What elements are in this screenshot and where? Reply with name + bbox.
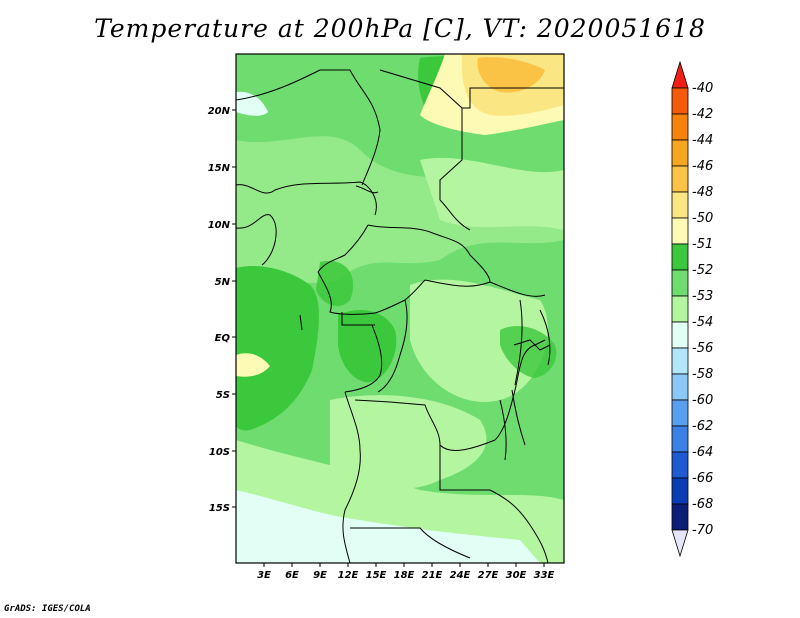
latitude-axis: 20N 15N 10N 5N EQ 5S 10S 15S (208, 106, 236, 514)
colorbar-label: -48 (692, 185, 713, 200)
colorbar-label: -54 (692, 315, 713, 330)
colorbar-label: -42 (692, 107, 713, 122)
colorbar-swatch (671, 373, 689, 401)
colorbar-swatch (671, 191, 689, 219)
colorbar-label: -51 (692, 237, 713, 252)
lon-tick-label: 6E (285, 570, 299, 581)
colorbar-swatch (671, 165, 689, 193)
colorbar-label: -64 (692, 445, 713, 460)
colorbar-swatch (671, 139, 689, 167)
colorbar-swatch (671, 217, 689, 245)
grads-credit: GrADS: IGES/COLA (4, 604, 91, 614)
colorbar-label: -58 (692, 367, 713, 382)
colorbar-swatch (671, 60, 689, 89)
lat-tick-label: 10S (209, 447, 230, 458)
colorbar-swatch (671, 399, 689, 427)
lat-tick-label: 5N (215, 277, 231, 288)
colorbar-label: -52 (692, 263, 713, 278)
temperature-field (236, 54, 564, 563)
colorbar-swatch (671, 529, 689, 558)
colorbar-swatch (671, 477, 689, 505)
lat-tick-label: 15N (208, 163, 231, 174)
colorbar-swatch (671, 269, 689, 297)
colorbar-label: -70 (692, 523, 713, 538)
lon-tick-label: 18E (394, 570, 415, 581)
colorbar-swatch (671, 425, 689, 453)
colorbar-label: -66 (692, 471, 713, 486)
colorbar-label: -50 (692, 211, 713, 226)
colorbar-swatch (671, 243, 689, 271)
lat-tick-label: 20N (208, 106, 231, 117)
colorbar-label: -60 (692, 393, 713, 408)
colorbar: -40 -42 -44 -46 -48 -50 -51 -52 -53 -54 -56 -58 -60 -… (671, 60, 713, 558)
longitude-axis: 3E 6E 9E 12E 15E 18E 21E 24E 27E 30E 33E (257, 563, 555, 581)
lon-tick-label: 33E (534, 570, 555, 581)
colorbar-swatch (671, 347, 689, 375)
lat-tick-label: EQ (215, 333, 231, 344)
map-title: Temperature at 200hPa [C], VT: 202005161… (94, 14, 706, 43)
lon-tick-label: 15E (366, 570, 387, 581)
lat-tick-label: 5S (216, 390, 230, 401)
lon-tick-label: 30E (506, 570, 527, 581)
colorbar-swatch (671, 113, 689, 141)
lon-tick-label: 12E (338, 570, 359, 581)
colorbar-swatch (671, 451, 689, 479)
colorbar-swatch (671, 503, 689, 531)
colorbar-label: -56 (692, 341, 713, 356)
colorbar-label: -68 (692, 497, 713, 512)
lon-tick-label: 3E (257, 570, 271, 581)
colorbar-swatch (671, 295, 689, 323)
map-frame (235, 53, 565, 564)
lat-tick-label: 10N (208, 220, 231, 231)
lon-tick-label: 27E (478, 570, 499, 581)
lon-tick-label: 21E (422, 570, 443, 581)
colorbar-label: -46 (692, 159, 713, 174)
colorbar-label: -44 (692, 133, 713, 148)
colorbar-label: -62 (692, 419, 713, 434)
lon-tick-label: 24E (450, 570, 471, 581)
colorbar-label: -53 (692, 289, 713, 304)
colorbar-swatch (671, 87, 689, 115)
lat-tick-label: 15S (209, 503, 230, 514)
lon-tick-label: 9E (313, 570, 327, 581)
colorbar-label: -40 (692, 81, 713, 96)
colorbar-swatch (671, 321, 689, 349)
